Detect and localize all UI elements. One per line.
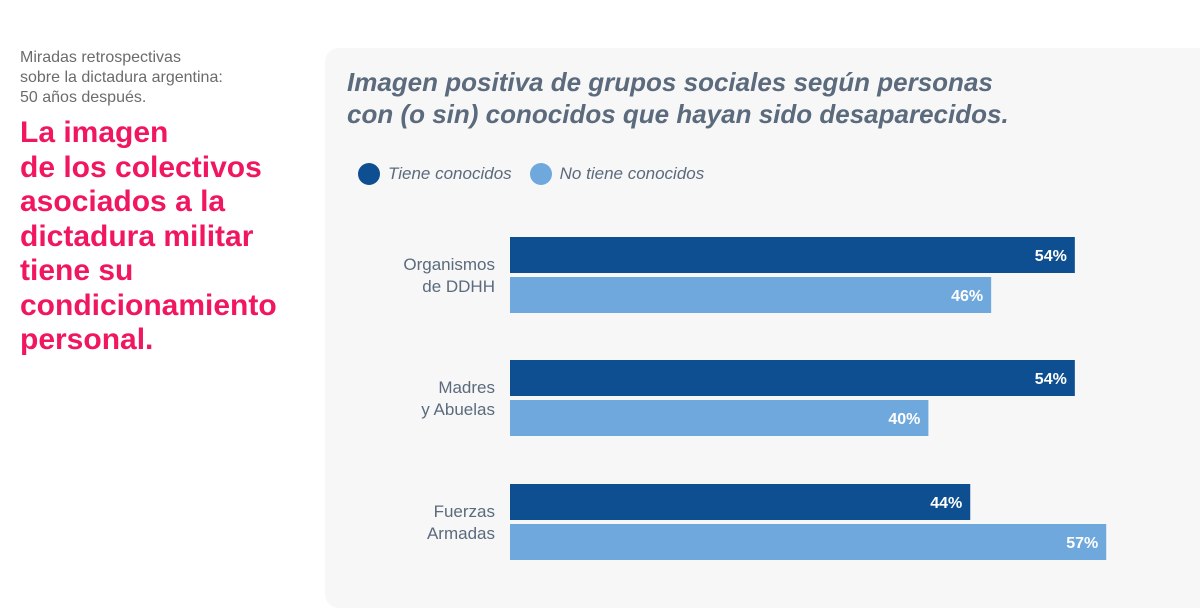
bar-value-label: 46%: [951, 288, 983, 305]
legend-item-tiene-conocidos: Tiene conocidos: [358, 163, 512, 185]
bar-tiene-conocidos: [510, 484, 971, 520]
category-label-line: Fuerzas: [434, 502, 495, 521]
bar-value-label: 57%: [1066, 535, 1098, 552]
bar-no-tiene-conocidos: [510, 400, 929, 436]
report-subtitle: Miradas retrospectivas sobre la dictadur…: [20, 49, 223, 106]
category-label: Fuerzas Armadas: [427, 502, 495, 543]
intro-section: Miradas retrospectivas sobre la dictadur…: [20, 48, 315, 358]
bar-no-tiene-conocidos: [510, 524, 1107, 560]
chart-title: Imagen positiva de grupos sociales según…: [347, 67, 1009, 129]
bar-value-label: 54%: [1035, 248, 1067, 265]
bar-value-label: 40%: [888, 411, 920, 428]
category-label-line: de DDHH: [422, 277, 495, 296]
category-label: Madres y Abuelas: [421, 378, 495, 419]
category-label-line: Armadas: [427, 524, 495, 543]
bar-value-label: 54%: [1035, 371, 1067, 388]
legend-label-no-tiene-conocidos: No tiene conocidos: [559, 164, 705, 183]
legend-swatch-no-tiene-conocidos: [529, 163, 552, 185]
category-label: Organismos de DDHH: [403, 255, 495, 296]
category-label-line: Organismos: [403, 255, 495, 274]
legend-item-no-tiene-conocidos: No tiene conocidos: [529, 163, 705, 185]
bar-value-label: 44%: [930, 495, 962, 512]
headline: La imagen de los colectivos asociados a …: [20, 116, 277, 356]
bar-tiene-conocidos: [510, 360, 1075, 396]
bar-tiene-conocidos: [510, 237, 1075, 273]
category-label-line: y Abuelas: [421, 400, 495, 419]
legend-label-tiene-conocidos: Tiene conocidos: [388, 164, 512, 183]
chart-legend: Tiene conocidos No tiene conocidos: [358, 163, 722, 185]
category-label-line: Madres: [438, 378, 495, 397]
legend-swatch-tiene-conocidos: [358, 163, 380, 185]
bar-no-tiene-conocidos: [510, 277, 992, 313]
